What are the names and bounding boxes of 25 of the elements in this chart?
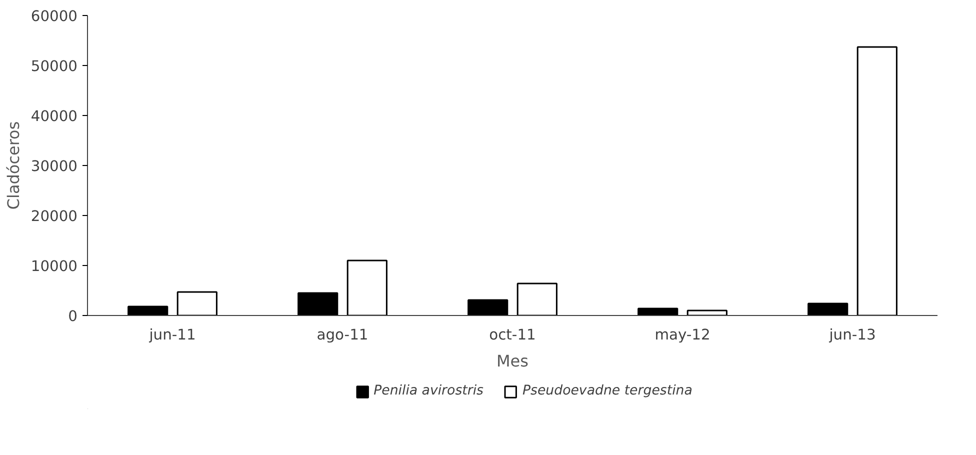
bar bbox=[468, 299, 508, 316]
y-tick-label: 40000 bbox=[30, 108, 78, 125]
x-tick-label: may-12 bbox=[654, 326, 710, 344]
bar bbox=[856, 46, 898, 316]
y-tick-label: 10000 bbox=[30, 258, 78, 275]
y-tick-label: 20000 bbox=[30, 208, 78, 225]
y-tick-label: 50000 bbox=[30, 58, 78, 75]
bar bbox=[298, 292, 338, 316]
legend-label: Pseudoevadne tergestina bbox=[522, 384, 692, 398]
x-tick-label: oct-11 bbox=[489, 326, 536, 344]
x-tick-label: ago-11 bbox=[316, 326, 368, 344]
x-axis-title: Mes bbox=[496, 352, 528, 370]
y-tick-label: 60000 bbox=[30, 8, 78, 25]
y-axis-title: Cladóceros bbox=[4, 121, 23, 210]
legend-label: Penilia avirostris bbox=[374, 384, 484, 398]
bar bbox=[346, 260, 388, 316]
bar bbox=[638, 308, 678, 316]
x-tick-label: jun-13 bbox=[828, 326, 876, 344]
x-tick-label: jun-11 bbox=[148, 326, 196, 344]
bar bbox=[176, 291, 218, 316]
y-tick-label: 30000 bbox=[30, 158, 78, 175]
bar bbox=[516, 282, 558, 316]
bar bbox=[808, 302, 848, 316]
bar bbox=[128, 306, 168, 316]
y-tick-label: 0 bbox=[68, 308, 78, 325]
